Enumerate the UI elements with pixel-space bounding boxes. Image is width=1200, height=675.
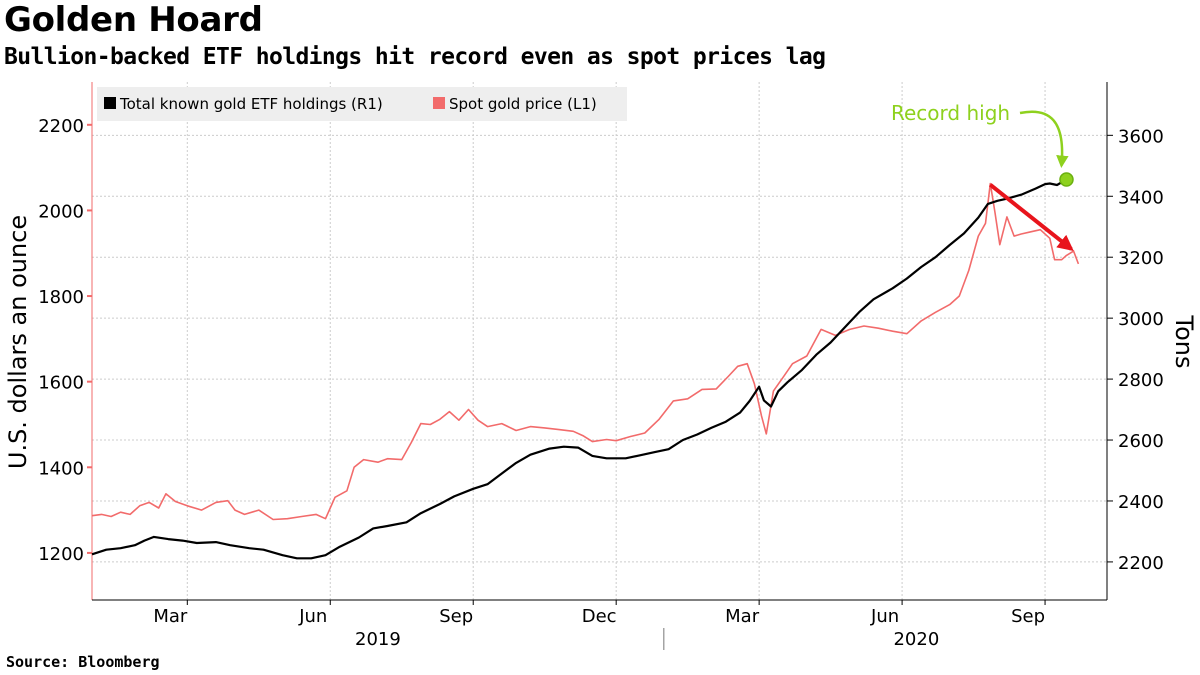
- left-axis-ticks: 1200 1400 1600 1800 2000 2200: [38, 116, 92, 565]
- right-tick-label: 3200: [1118, 248, 1164, 269]
- decline-arrow: [989, 183, 1074, 251]
- right-tick-label: 2200: [1118, 553, 1164, 574]
- record-high-label: Record high: [891, 101, 1010, 125]
- right-tick-label: 3000: [1118, 309, 1164, 330]
- legend-label-spot: Spot gold price (L1): [449, 95, 597, 113]
- left-tick-label: 1600: [38, 373, 84, 394]
- spot-gold-price-line: [91, 182, 1080, 521]
- legend-label-etf: Total known gold ETF holdings (R1): [119, 95, 383, 113]
- left-tick-label: 1800: [38, 287, 84, 308]
- year-labels: 2019 2020: [355, 628, 939, 650]
- record-high-marker: [1059, 172, 1074, 187]
- right-axis-label: Tons: [1170, 315, 1198, 369]
- right-tick-label: 3400: [1118, 187, 1164, 208]
- etf-holdings-line: [91, 178, 1068, 560]
- legend-background: [97, 87, 627, 121]
- right-axis-ticks: 2200 2400 2600 2800 3000 3200 3400 3600: [1107, 126, 1164, 574]
- x-axis-ticks: Mar Jun Sep Dec Mar Jun Sep: [153, 600, 1046, 627]
- right-tick-label: 2600: [1118, 431, 1164, 452]
- right-tick-label: 2400: [1118, 492, 1164, 513]
- left-tick-label: 2000: [38, 201, 84, 222]
- left-tick-label: 2200: [38, 116, 84, 137]
- x-tick-label: Sep: [439, 606, 473, 627]
- legend-swatch-etf: [104, 97, 116, 109]
- right-tick-label: 3600: [1118, 126, 1164, 147]
- x-tick-label: Mar: [153, 606, 188, 627]
- left-axis-label: U.S. dollars an ounce: [4, 215, 32, 469]
- year-label: 2020: [893, 629, 939, 650]
- chart-title: Golden Hoard: [4, 0, 263, 40]
- x-tick-label: Jun: [298, 606, 327, 627]
- left-tick-label: 1200: [38, 544, 84, 565]
- left-tick-label: 1400: [38, 458, 84, 479]
- chart-subtitle: Bullion-backed ETF holdings hit record e…: [4, 44, 826, 70]
- year-label: 2019: [355, 629, 401, 650]
- x-tick-label: Dec: [582, 606, 617, 627]
- right-tick-label: 2800: [1118, 370, 1164, 391]
- gridlines: [92, 82, 1107, 600]
- legend: Total known gold ETF holdings (R1) Spot …: [97, 87, 627, 121]
- record-high-arrow: [1019, 110, 1069, 168]
- x-tick-label: Jun: [870, 606, 899, 627]
- source-note: Source: Bloomberg: [6, 653, 160, 671]
- x-tick-label: Sep: [1011, 606, 1045, 627]
- x-tick-label: Mar: [725, 606, 760, 627]
- legend-swatch-spot: [433, 97, 445, 109]
